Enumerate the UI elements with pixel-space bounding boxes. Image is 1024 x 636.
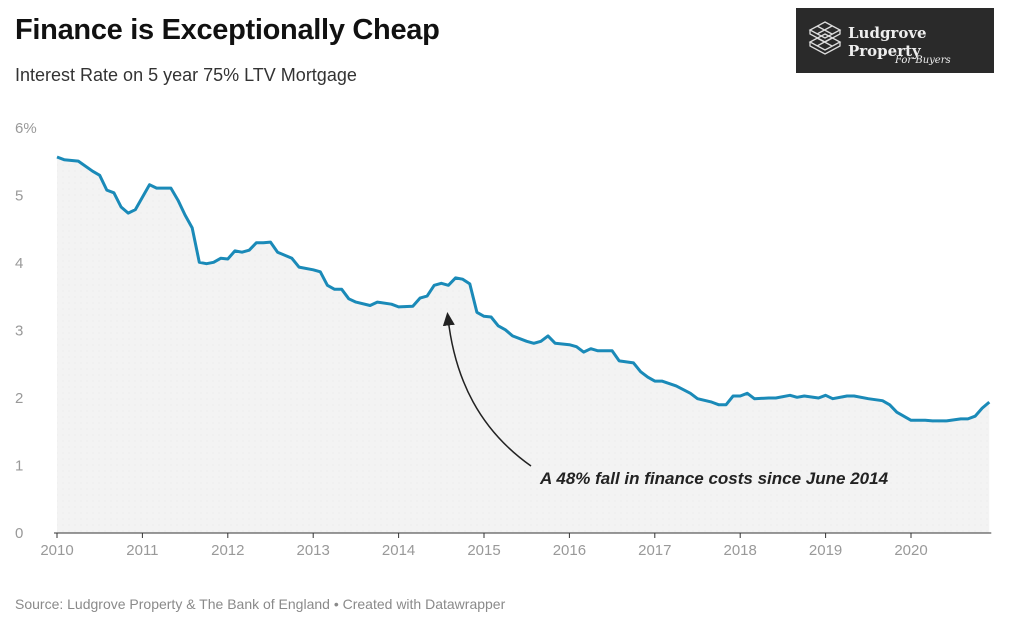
annotation-text: A 48% fall in finance costs since June 2… (539, 469, 889, 488)
y-tick-label: 5 (15, 188, 23, 205)
y-tick-label: 6% (15, 120, 37, 137)
y-tick-label: 2 (15, 390, 23, 407)
chart-title: Finance is Exceptionally Cheap (15, 14, 440, 46)
chart-subtitle: Interest Rate on 5 year 75% LTV Mortgage (15, 65, 357, 85)
x-tick-label: 2010 (40, 542, 73, 559)
x-tick-label: 2015 (467, 542, 500, 559)
source-note: Source: Ludgrove Property & The Bank of … (15, 596, 506, 612)
x-tick-label: 2019 (809, 542, 842, 559)
x-tick-label: 2020 (894, 542, 927, 559)
x-tick-label: 2018 (724, 542, 757, 559)
x-tick-label: 2012 (211, 542, 244, 559)
area-fill (57, 157, 990, 533)
logo-name: Ludgrove Property (848, 24, 927, 60)
y-tick-label: 3 (15, 323, 23, 340)
ludgrove-logo: Ludgrove Property For Buyers (796, 8, 994, 73)
y-tick-label: 4 (15, 255, 23, 272)
x-tick-label: 2014 (382, 542, 415, 559)
y-tick-label: 1 (15, 458, 23, 475)
x-tick-label: 2013 (297, 542, 330, 559)
y-tick-label: 0 (15, 525, 23, 542)
x-tick-label: 2011 (126, 542, 158, 559)
annotation-arrow (442, 312, 532, 467)
series-line (56, 155, 991, 423)
logo-cube-icon (808, 21, 842, 55)
logo-tagline: For Buyers (895, 55, 951, 66)
x-tick-label: 2016 (553, 542, 586, 559)
x-tick-label: 2017 (638, 542, 671, 559)
